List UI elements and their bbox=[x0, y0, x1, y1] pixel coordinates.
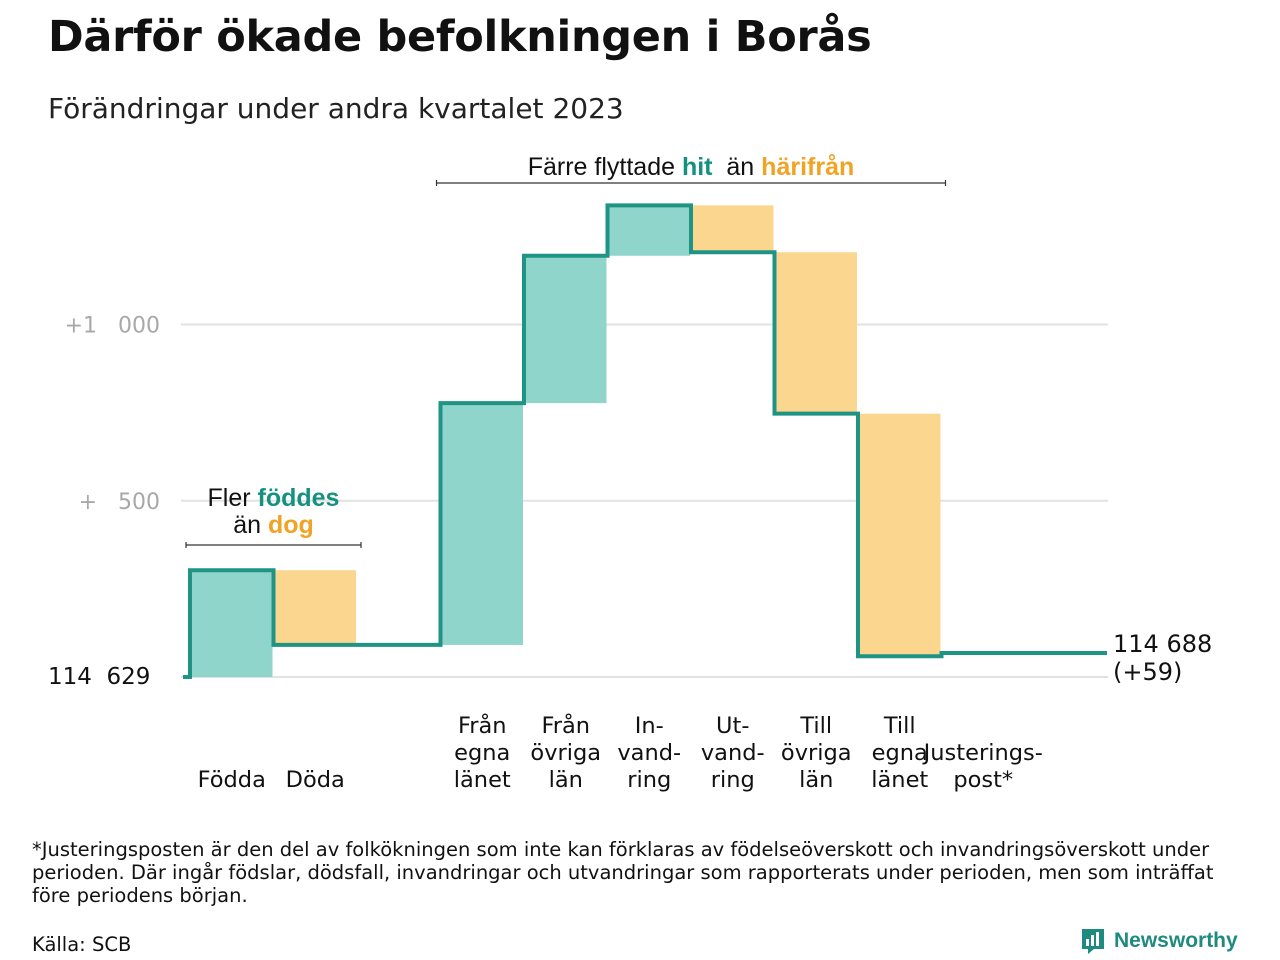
x-category-label: Från bbox=[458, 711, 507, 739]
waterfall-bar bbox=[858, 413, 941, 657]
x-category-label: Födda bbox=[198, 767, 266, 793]
x-category-label: Från bbox=[541, 711, 590, 739]
annotation-text: Färre flyttade hit än härifrån bbox=[528, 153, 855, 181]
net-change-label: (+59) bbox=[1113, 658, 1182, 686]
bar-chart-badge-icon bbox=[1082, 929, 1104, 954]
annotation-text-part: än bbox=[713, 153, 762, 181]
x-category-label: vand- bbox=[617, 740, 681, 766]
x-category-label: Justerings- bbox=[922, 740, 1043, 766]
x-category-label: Till bbox=[799, 713, 832, 739]
x-category-label: egna bbox=[872, 740, 928, 766]
annotation-text-part: än bbox=[233, 511, 268, 539]
annotation-text-part: föddes bbox=[258, 484, 340, 512]
x-category-label: län bbox=[549, 767, 583, 793]
annotation-text: Fler föddes bbox=[208, 484, 340, 512]
annotation-text-part: härifrån bbox=[761, 153, 854, 181]
annotation-text-part: dog bbox=[268, 511, 314, 539]
annotation-text-part: Färre flyttade bbox=[528, 153, 682, 181]
waterfall-bar bbox=[691, 205, 774, 253]
start-value-label: 114 629 bbox=[48, 664, 150, 690]
x-category-label: Döda bbox=[286, 767, 345, 793]
x-category-label: vand- bbox=[701, 740, 765, 766]
annotation-text: än dog bbox=[233, 511, 314, 539]
waterfall-bar bbox=[190, 570, 273, 677]
x-category-label: länet bbox=[871, 767, 928, 793]
y-tick-label: + 500 bbox=[79, 490, 160, 515]
waterfall-bar bbox=[274, 570, 356, 645]
brand-name: Newsworthy bbox=[1114, 929, 1238, 952]
x-category-label: In- bbox=[635, 713, 664, 739]
waterfall-bar bbox=[524, 255, 607, 404]
x-category-label: övriga bbox=[781, 740, 852, 766]
x-category-label: övriga bbox=[530, 740, 601, 766]
x-category-label: egna bbox=[454, 740, 510, 766]
annotation-text-part: hit bbox=[682, 153, 713, 181]
source-label: Källa: SCB bbox=[32, 933, 132, 956]
x-category-label: ring bbox=[627, 767, 671, 793]
x-category-label: Till bbox=[883, 713, 916, 739]
waterfall-bar bbox=[608, 205, 690, 256]
x-category-label: län bbox=[799, 767, 833, 793]
x-category-label: post* bbox=[953, 767, 1013, 793]
footnote: *Justeringsposten är den del av folkökni… bbox=[32, 838, 1214, 907]
x-category-label: Ut- bbox=[716, 713, 749, 739]
chart-title: Därför ökade befolkningen i Borås bbox=[48, 12, 872, 62]
brand-logo: Newsworthy bbox=[1080, 927, 1238, 955]
y-tick-label: +1 000 bbox=[65, 314, 160, 339]
waterfall-bar bbox=[775, 252, 857, 414]
x-category-label: länet bbox=[454, 767, 511, 793]
chart-subtitle: Förändringar under andra kvartalet 2023 bbox=[48, 92, 624, 125]
cumulative-step-line bbox=[183, 203, 1107, 679]
annotation-text-part: Fler bbox=[208, 484, 258, 512]
end-value-label: 114 688 bbox=[1113, 630, 1212, 658]
x-category-label: ring bbox=[711, 767, 755, 793]
waterfall-bar bbox=[441, 403, 523, 645]
